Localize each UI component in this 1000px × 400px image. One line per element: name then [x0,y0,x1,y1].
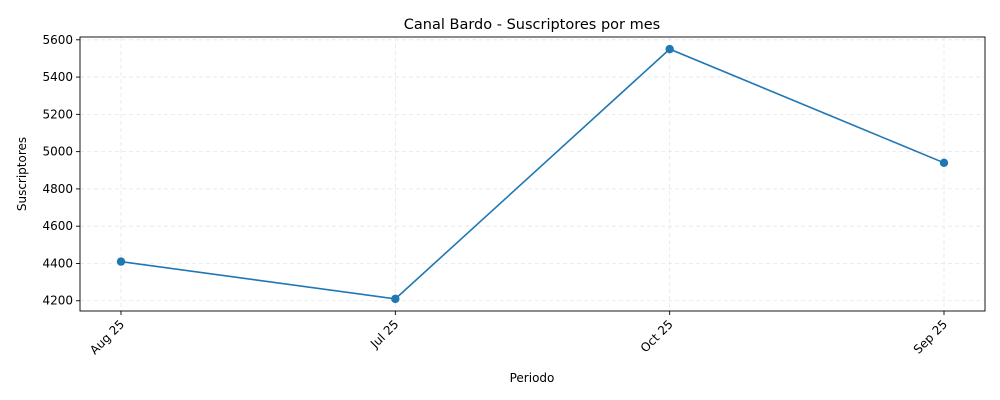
x-tick-label: Jul 25 [367,317,401,351]
data-point [939,158,949,168]
y-axis-label: Suscriptores [15,137,29,211]
data-point [665,44,674,54]
x-tick-label: Sep 25 [911,317,950,356]
plot-frame [79,36,986,312]
x-axis-label: Periodo [510,371,555,385]
y-tick-label: 5000 [42,145,73,159]
y-tick-label: 5200 [42,107,73,121]
grid-lines [80,37,985,311]
x-tick-label: Oct 25 [638,317,676,355]
y-tick-label: 4200 [42,294,73,308]
y-tick-label: 4800 [42,182,73,196]
chart-title: Canal Bardo - Suscriptores por mes [404,17,660,33]
x-tick-label: Aug 25 [87,317,127,357]
y-tick-label: 5600 [42,33,73,47]
y-tick-label: 5400 [42,70,73,84]
series-layer [116,44,949,304]
data-point [391,294,400,304]
axis-ticks: 4200 4400 4600 4800 5000 5200 5400 5600 Aug 25 Ju… [42,33,950,357]
y-tick-label: 4400 [42,256,73,270]
data-point [116,257,126,266]
series-line [120,48,945,300]
y-tick-label: 4600 [42,219,73,233]
